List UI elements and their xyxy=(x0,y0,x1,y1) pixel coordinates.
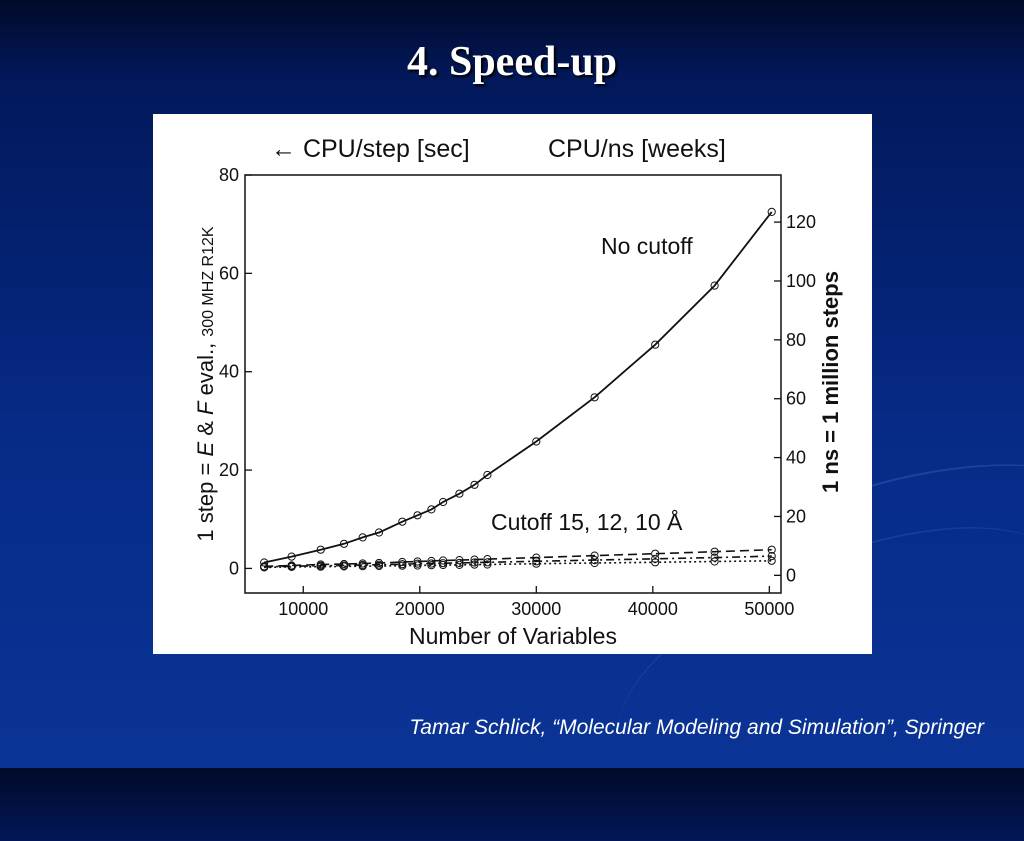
plot-frame xyxy=(244,174,782,594)
y-axis-label-left: 1 step = E & F eval., 300 MHZ R12K xyxy=(193,226,218,541)
chart-figure: ← CPU/step [sec] CPU/ns [weeks] 10000 200… xyxy=(153,114,872,654)
data-point xyxy=(427,556,436,566)
data-point xyxy=(710,547,719,556)
data-point xyxy=(427,561,436,570)
y-tick-label: 60 xyxy=(219,263,239,283)
data-point xyxy=(710,557,719,566)
y-label-e: E xyxy=(193,442,218,457)
data-point xyxy=(483,560,492,569)
data-point xyxy=(651,340,660,349)
chart-svg: ← CPU/step [sec] CPU/ns [weeks] 10000 200… xyxy=(193,135,843,649)
data-point xyxy=(767,552,776,561)
data-point xyxy=(532,559,541,568)
data-point xyxy=(767,545,776,554)
y2-tick-label: 0 xyxy=(786,565,796,585)
annotation-no-cutoff: No cutoff xyxy=(601,233,693,259)
data-point xyxy=(358,533,367,542)
x-tick-label: 30000 xyxy=(511,599,561,619)
slide-title: 4. Speed-up xyxy=(406,39,618,85)
data-point xyxy=(651,558,660,567)
data-point xyxy=(767,207,776,217)
data-point xyxy=(710,281,719,290)
data-point xyxy=(590,393,599,402)
data-point xyxy=(339,562,349,571)
data-point xyxy=(316,545,325,554)
data-point xyxy=(439,560,448,570)
top-label-cpu-step: ← CPU/step [sec] xyxy=(271,135,470,163)
y2-tick-label: 40 xyxy=(786,448,806,468)
data-point xyxy=(470,480,479,489)
data-point xyxy=(455,556,464,565)
data-point xyxy=(287,552,296,561)
y-tick-label: 40 xyxy=(219,362,239,382)
y-label-prefix: 1 step = xyxy=(193,457,218,542)
data-point xyxy=(470,558,479,567)
data-point xyxy=(590,558,599,568)
data-point xyxy=(439,497,448,507)
x-axis-label: Number of Variables xyxy=(409,623,617,649)
y2-tick-label: 120 xyxy=(786,212,816,232)
data-point xyxy=(483,558,492,567)
data-point xyxy=(470,560,479,569)
data-point xyxy=(398,517,407,526)
x-tick-label: 20000 xyxy=(395,599,445,619)
data-point xyxy=(316,562,325,571)
y-tick-label: 80 xyxy=(219,165,239,185)
data-point xyxy=(651,549,660,558)
data-point xyxy=(374,528,384,537)
x-ticks: 10000 20000 30000 40000 50000 xyxy=(278,586,794,619)
data-point xyxy=(483,470,492,480)
data-point xyxy=(455,489,464,498)
data-point xyxy=(413,557,422,566)
x-tick-label: 40000 xyxy=(628,599,678,619)
data-point xyxy=(532,557,541,566)
data-point xyxy=(439,556,448,565)
series-group xyxy=(260,207,776,572)
data-point xyxy=(427,505,436,514)
data-point xyxy=(398,561,407,570)
y2-tick-label: 60 xyxy=(786,389,806,409)
data-point xyxy=(260,563,269,572)
y-tick-label: 0 xyxy=(229,558,239,578)
data-point xyxy=(767,556,776,565)
y-label-suffix: eval., xyxy=(193,337,218,402)
citation: Tamar Schlick, “Molecular Modeling and S… xyxy=(409,716,984,739)
top-label-cpu-ns: CPU/ns [weeks] xyxy=(548,135,726,163)
data-point xyxy=(455,560,464,569)
x-tick-label: 10000 xyxy=(278,599,328,619)
y2-tick-label: 100 xyxy=(786,271,816,291)
data-point xyxy=(287,562,296,571)
annotation-cutoff: Cutoff 15, 12, 10 Å xyxy=(491,508,683,535)
data-point xyxy=(358,562,367,571)
y2-ticks: 0 20 40 60 80 100 120 xyxy=(774,212,816,585)
y2-tick-label: 20 xyxy=(786,506,806,526)
y2-tick-label: 80 xyxy=(786,330,806,350)
x-tick-label: 50000 xyxy=(744,599,794,619)
data-point xyxy=(413,561,422,570)
data-point xyxy=(398,557,407,567)
y-ticks: 0 20 40 60 80 xyxy=(219,165,252,578)
y-label-small: 300 MHZ R12K xyxy=(200,226,217,337)
data-point xyxy=(339,539,349,548)
data-point xyxy=(374,561,384,571)
data-point xyxy=(413,511,422,520)
y-axis-label-right: 1 ns = 1 million steps xyxy=(818,271,843,493)
y-label-amp: & xyxy=(193,415,218,442)
y-label-f: F xyxy=(193,400,218,415)
data-point xyxy=(532,437,541,446)
y-tick-label: 20 xyxy=(219,460,239,480)
